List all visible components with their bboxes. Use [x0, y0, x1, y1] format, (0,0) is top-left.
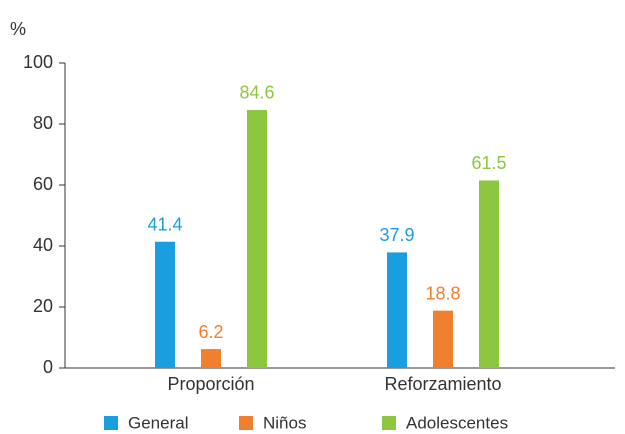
y-tick-label: 80	[33, 113, 53, 133]
x-tick-label: Reforzamiento	[384, 374, 501, 394]
legend-swatch	[104, 416, 118, 430]
bar	[433, 310, 453, 368]
bar	[387, 252, 407, 368]
y-tick-label: 60	[33, 174, 53, 194]
legend-label: Adolescentes	[406, 413, 508, 432]
y-tick-label: 20	[33, 296, 53, 316]
y-tick-label: 40	[33, 235, 53, 255]
data-label: 37.9	[379, 225, 414, 245]
data-label: 6.2	[198, 322, 223, 342]
legend-label: Niños	[263, 413, 306, 432]
legend-swatch	[239, 416, 253, 430]
bar	[201, 349, 221, 368]
data-label: 84.6	[239, 83, 274, 103]
data-label: 18.8	[425, 283, 460, 303]
y-axis-label: %	[10, 19, 26, 39]
data-label: 41.4	[147, 214, 182, 234]
data-label: 61.5	[471, 153, 506, 173]
legend-swatch	[382, 416, 396, 430]
y-tick-label: 100	[23, 52, 53, 72]
bar	[479, 180, 499, 368]
bar	[155, 241, 175, 368]
x-tick-label: Proporción	[167, 374, 254, 394]
legend-label: General	[128, 413, 188, 432]
bar	[247, 109, 267, 368]
y-tick-label: 0	[43, 357, 53, 377]
